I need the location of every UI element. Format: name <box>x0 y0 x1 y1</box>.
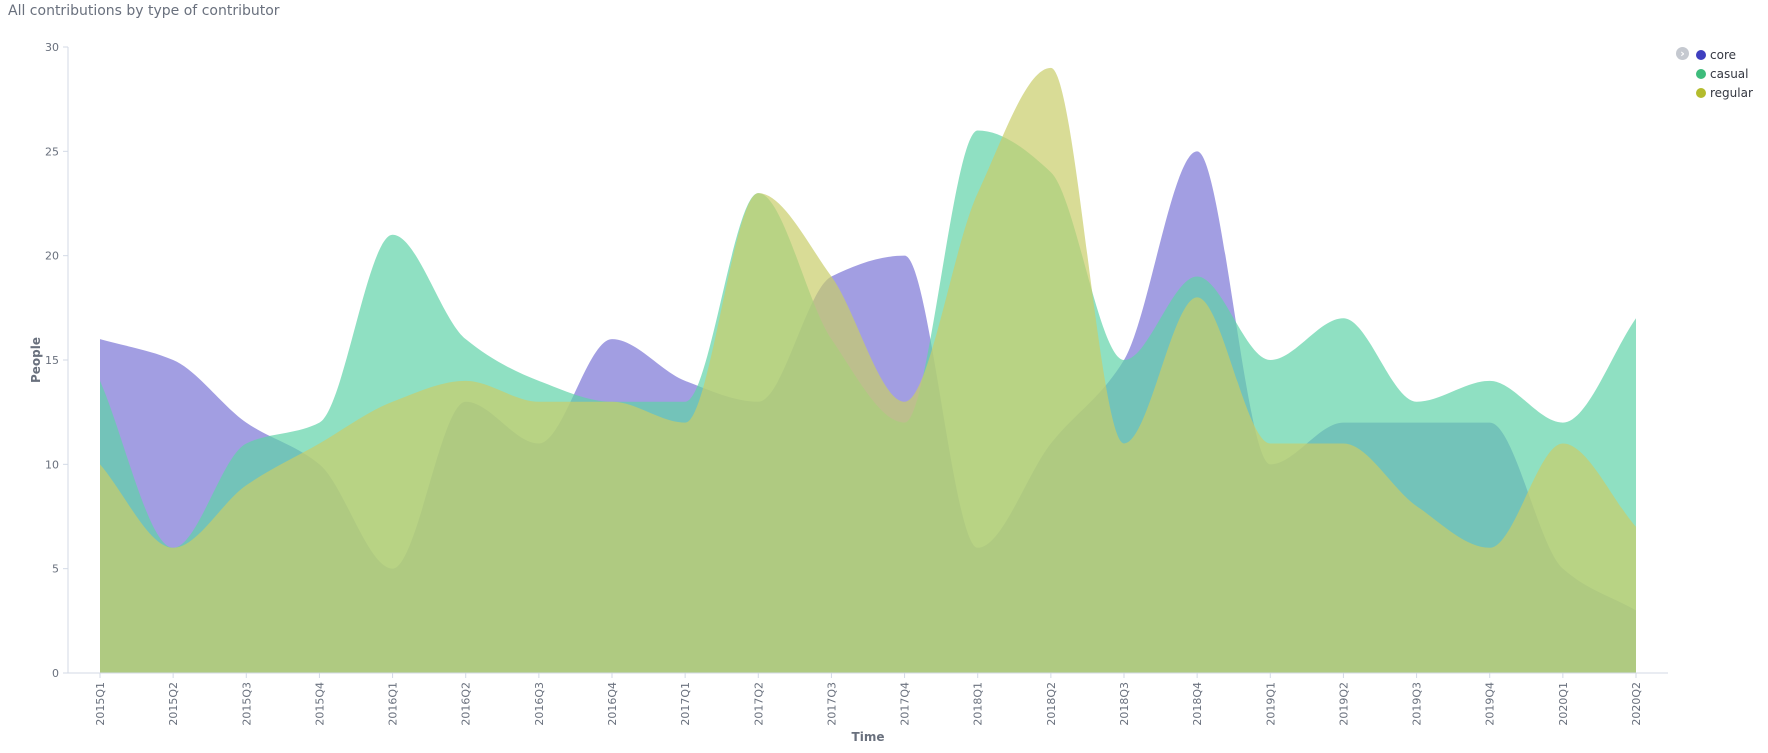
legend-item-casual[interactable]: casual <box>1696 64 1753 83</box>
x-tick-label: 2020Q1 <box>1557 682 1570 726</box>
y-tick-label: 25 <box>45 145 59 158</box>
y-tick-label: 10 <box>45 458 59 471</box>
y-axis-title: People <box>29 337 43 383</box>
y-tick-label: 20 <box>45 250 59 263</box>
y-tick-label: 0 <box>52 667 59 680</box>
y-tick-label: 5 <box>52 563 59 576</box>
x-tick-label: 2016Q4 <box>606 682 619 726</box>
x-tick-label: 2015Q3 <box>240 682 253 726</box>
x-tick-label: 2019Q3 <box>1411 682 1424 726</box>
x-tick-label: 2018Q3 <box>1118 682 1131 726</box>
x-axis-title: Time <box>852 730 885 744</box>
legend-label: regular <box>1710 85 1753 100</box>
legend-item-regular[interactable]: regular <box>1696 83 1753 102</box>
x-tick-label: 2015Q4 <box>313 682 326 726</box>
x-tick-label: 2019Q1 <box>1264 682 1277 726</box>
x-tick-label: 2016Q1 <box>387 682 400 726</box>
legend-label: core <box>1710 47 1736 62</box>
y-tick-label: 30 <box>45 41 59 54</box>
legend-label: casual <box>1710 66 1749 81</box>
x-tick-label: 2020Q2 <box>1630 682 1643 726</box>
x-tick-label: 2019Q2 <box>1337 682 1350 726</box>
x-tick-label: 2016Q2 <box>460 682 473 726</box>
x-tick-label: 2016Q3 <box>533 682 546 726</box>
y-tick-label: 15 <box>45 354 59 367</box>
x-tick-label: 2015Q2 <box>167 682 180 726</box>
legend-swatch-core <box>1696 49 1706 60</box>
legend-item-core[interactable]: core <box>1696 45 1753 64</box>
panel-title: All contributions by type of contributor <box>8 3 280 19</box>
x-tick-label: 2018Q4 <box>1191 682 1204 726</box>
x-tick-label: 2017Q4 <box>899 682 912 726</box>
x-tick-label: 2018Q1 <box>972 682 985 726</box>
chevron-right-icon[interactable]: › <box>1676 47 1689 60</box>
legend-swatch-regular <box>1696 87 1706 98</box>
x-tick-label: 2019Q4 <box>1484 682 1497 726</box>
x-tick-label: 2018Q2 <box>1045 682 1058 726</box>
x-tick-label: 2017Q3 <box>825 682 838 726</box>
x-tick-label: 2015Q1 <box>94 682 107 726</box>
x-tick-label: 2017Q1 <box>679 682 692 726</box>
x-tick-label: 2017Q2 <box>752 682 765 726</box>
series-area-regular <box>100 67 1636 673</box>
legend-swatch-casual <box>1696 68 1706 79</box>
